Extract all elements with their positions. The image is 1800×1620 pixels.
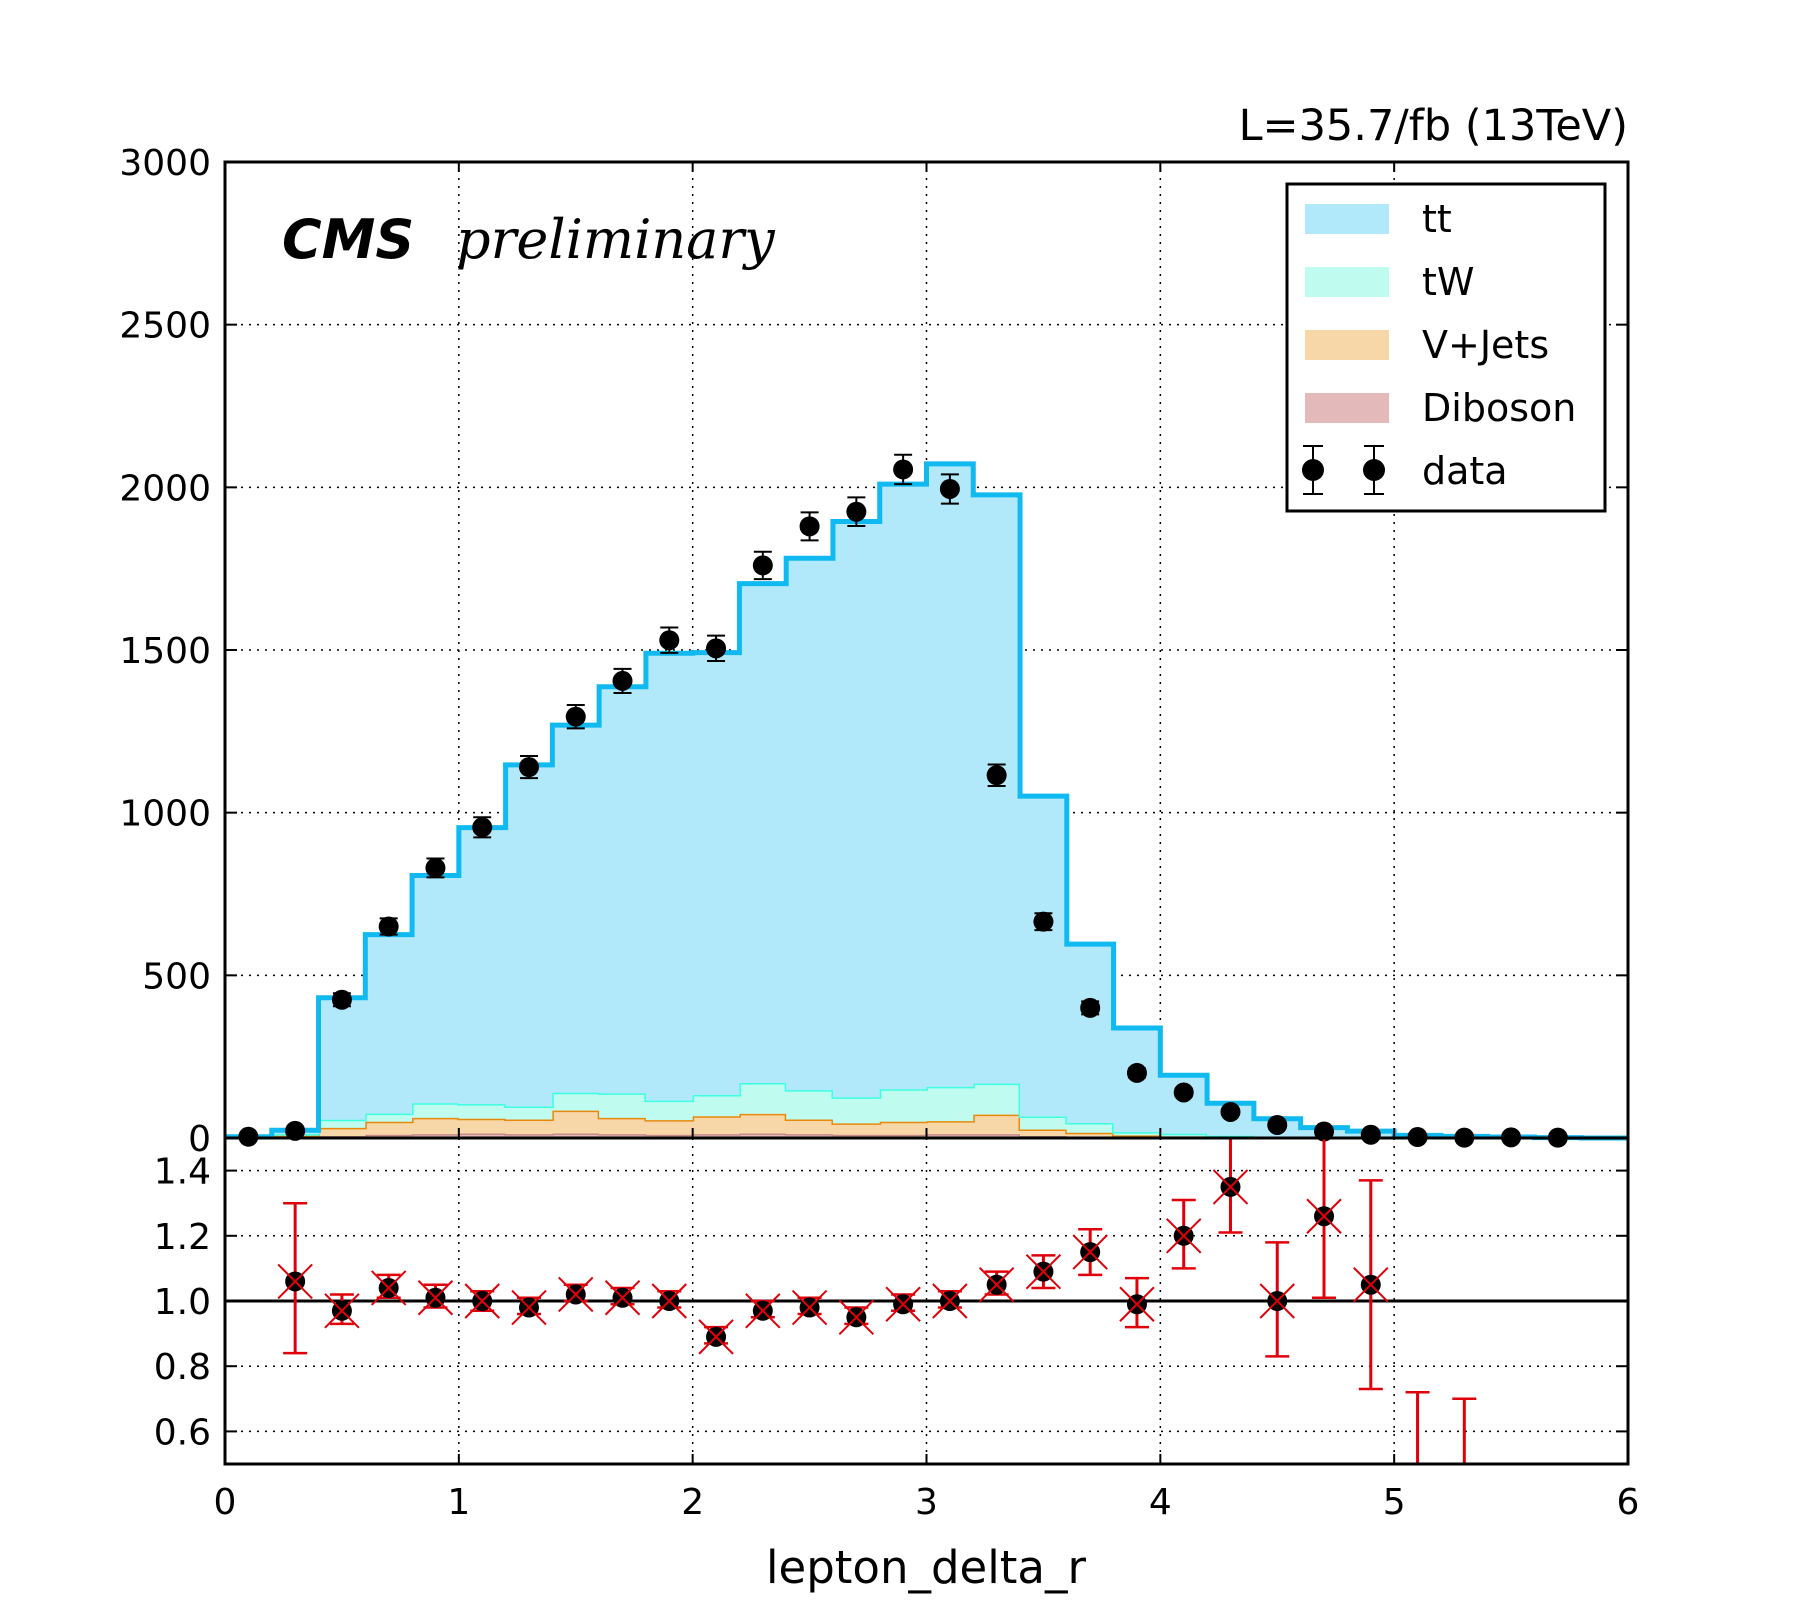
ratio-marker-x <box>838 1299 875 1336</box>
data-point <box>1360 1124 1381 1145</box>
legend-label-tw: tW <box>1422 260 1474 304</box>
data-point <box>472 817 493 838</box>
ratio-marker-x <box>1119 1286 1155 1322</box>
stacked-histograms <box>225 461 1628 1141</box>
ratio-y-tick-label: 1.0 <box>154 1282 211 1323</box>
data-point <box>378 916 399 937</box>
data-point <box>986 765 1007 786</box>
ratio-marker-x <box>651 1283 687 1319</box>
data-point <box>1267 1114 1288 1135</box>
x-tick-label: 3 <box>915 1482 938 1523</box>
cms-label: CMS <box>282 208 414 271</box>
ratio-marker-x <box>370 1270 407 1306</box>
header-luminosity: L=35.7/fb (13TeV) <box>1239 101 1628 151</box>
x-tick-label: 0 <box>214 1482 237 1523</box>
legend-label-data: data <box>1422 449 1508 493</box>
y-tick-label: 2500 <box>119 306 211 347</box>
tick-labels: 0 1 2 3 4 5 6 0 500 1000 1500 2000 2500 3000 0.6 0.8 1.0… <box>119 143 1639 1523</box>
data-point <box>893 459 914 480</box>
ratio-marker-x <box>277 1263 313 1300</box>
ratio-marker-x <box>464 1283 500 1319</box>
data-point <box>799 516 820 537</box>
ratio-points-group <box>277 1138 1477 1464</box>
ratio-marker-x <box>1353 1266 1389 1303</box>
legend-data-marker <box>1363 459 1385 481</box>
legend-label-v-jets: V+Jets <box>1422 323 1549 367</box>
y-tick-label: 0 <box>188 1119 211 1160</box>
ratio-marker-x <box>791 1289 828 1326</box>
data-point <box>425 857 446 878</box>
data-point <box>1220 1101 1241 1122</box>
x-tick-label: 4 <box>1149 1482 1172 1523</box>
data-point <box>1080 997 1101 1018</box>
ratio-marker-x <box>932 1283 968 1319</box>
data-point <box>706 638 727 659</box>
ratio-marker-x <box>745 1293 781 1329</box>
x-tick-label: 1 <box>447 1482 470 1523</box>
x-tick-label: 2 <box>681 1482 704 1523</box>
legend-swatch-tw <box>1305 267 1389 297</box>
ratio-marker-x <box>1166 1218 1202 1254</box>
y-tick-label: 3000 <box>119 143 211 184</box>
data-point <box>565 706 586 727</box>
ratio-marker-x <box>417 1280 454 1316</box>
ratio-marker-x <box>885 1286 921 1322</box>
legend-swatch-v-jets <box>1305 330 1389 360</box>
data-point <box>285 1120 306 1141</box>
y-tick-label: 1500 <box>119 631 211 672</box>
cms-sublabel: preliminary <box>456 208 776 271</box>
ratio-y-tick-label: 0.6 <box>154 1412 211 1453</box>
ratio-marker-x <box>978 1266 1015 1303</box>
data-point <box>1173 1082 1194 1103</box>
data-point <box>939 478 960 499</box>
data-point <box>331 989 352 1010</box>
legend: tt tW V+Jets Diboson data <box>1285 182 1607 513</box>
data-point <box>518 757 539 778</box>
legend-label-diboson: Diboson <box>1422 386 1576 430</box>
ratio-marker-x <box>558 1276 594 1313</box>
data-point <box>659 630 680 651</box>
y-tick-label: 1000 <box>119 794 211 835</box>
ratio-y-tick-label: 1.2 <box>154 1217 211 1258</box>
x-tick-label: 5 <box>1383 1482 1406 1523</box>
data-point <box>1033 911 1054 932</box>
data-point <box>752 555 773 576</box>
x-axis-label: lepton_delta_r <box>766 1541 1086 1594</box>
ratio-marker-x <box>1212 1169 1249 1205</box>
ratio-y-tick-label: 0.8 <box>154 1347 211 1388</box>
ratio-marker-x <box>698 1319 734 1355</box>
data-point <box>612 670 633 691</box>
histogram-fill-tt <box>225 463 1628 1139</box>
legend-swatch-diboson <box>1305 393 1389 423</box>
data-point <box>846 501 867 522</box>
legend-swatch-tt <box>1305 204 1389 234</box>
ratio-y-tick-label: 1.4 <box>154 1152 211 1193</box>
ratio-marker-x <box>324 1293 360 1329</box>
data-point <box>1314 1121 1335 1142</box>
ratio-marker-x <box>1259 1283 1295 1319</box>
x-tick-label: 6 <box>1617 1482 1640 1523</box>
y-tick-label: 500 <box>142 956 211 997</box>
y-tick-label: 2000 <box>119 468 211 509</box>
ratio-marker-x <box>1072 1234 1108 1270</box>
ratio-marker-x <box>511 1289 547 1326</box>
ratio-marker-x <box>1306 1198 1342 1234</box>
ratio-marker-x <box>604 1280 641 1316</box>
legend-data-marker <box>1302 459 1324 481</box>
data-point <box>1126 1062 1147 1083</box>
ratio-points <box>225 1138 1628 1464</box>
legend-label-tt: tt <box>1422 197 1452 241</box>
ratio-marker-x <box>1025 1253 1062 1290</box>
histogram-fill-tw <box>225 1083 1628 1138</box>
histogram-fill-v-jets <box>225 1110 1628 1138</box>
